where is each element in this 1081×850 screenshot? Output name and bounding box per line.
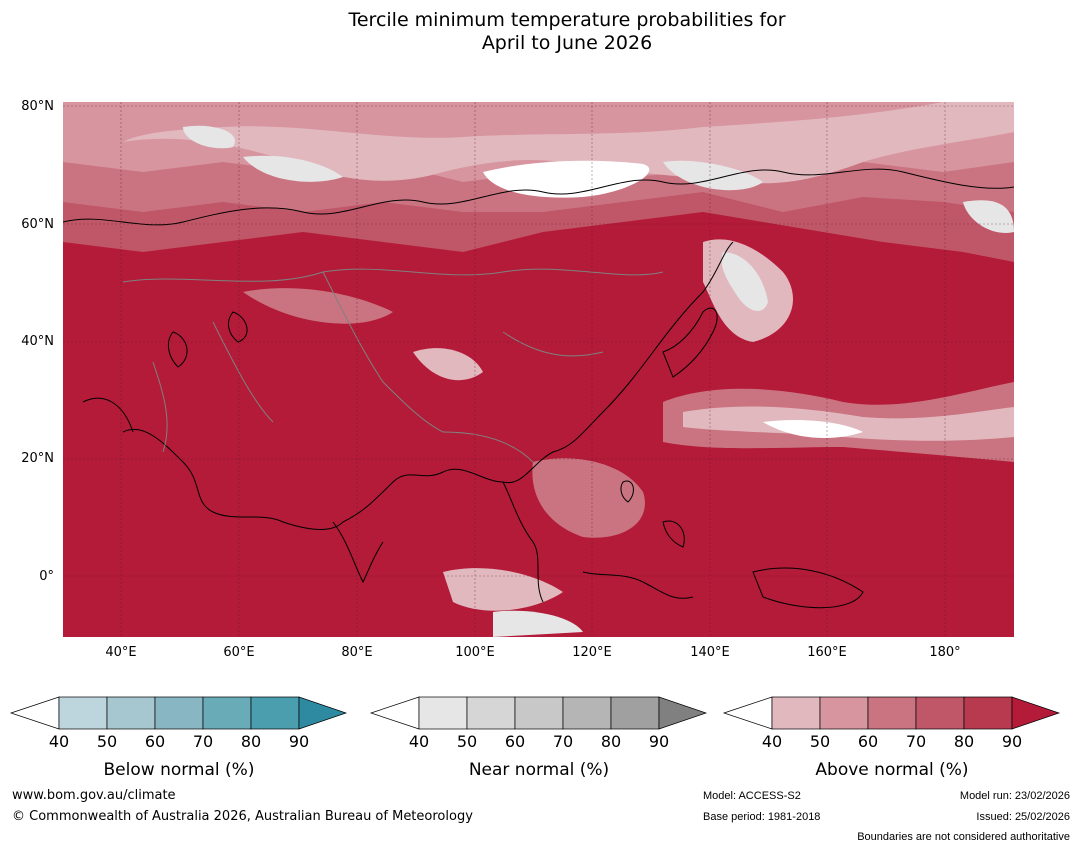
above-tick-60: 60 bbox=[857, 732, 879, 751]
near-tick-40: 40 bbox=[408, 732, 430, 751]
above-colorbar-segment-6 bbox=[1011, 696, 1061, 730]
lat-label-20n: 20°N bbox=[21, 451, 54, 466]
near-colorbar-segment-1 bbox=[418, 696, 468, 730]
lon-label-140e: 140°E bbox=[690, 645, 730, 660]
near-colorbar-segment-2 bbox=[466, 696, 516, 730]
lat-label-80n: 80°N bbox=[21, 99, 54, 114]
below-tick-50: 50 bbox=[96, 732, 118, 751]
probability-map bbox=[63, 102, 1014, 637]
lat-label-60n: 60°N bbox=[21, 217, 54, 232]
above-colorbar-segment-2 bbox=[819, 696, 869, 730]
below-tick-80: 80 bbox=[240, 732, 262, 751]
above-tick-90: 90 bbox=[1001, 732, 1023, 751]
above-tick-80: 80 bbox=[953, 732, 975, 751]
map-title-line1: Tercile minimum temperature probabilitie… bbox=[348, 9, 786, 31]
below-colorbar-segment-6 bbox=[298, 696, 348, 730]
disclaimer-text: Boundaries are not considered authoritat… bbox=[857, 831, 1070, 843]
above-normal-label: Above normal (%) bbox=[815, 760, 969, 780]
above-tick-50: 50 bbox=[809, 732, 831, 751]
above-colorbar-segment-3 bbox=[867, 696, 917, 730]
lat-label-40n: 40°N bbox=[21, 334, 54, 349]
colorbar-near bbox=[369, 696, 708, 730]
near-tick-90: 90 bbox=[648, 732, 670, 751]
copyright-text: © Commonwealth of Australia 2026, Austra… bbox=[12, 809, 473, 824]
near-normal-label: Near normal (%) bbox=[468, 760, 610, 780]
map-svg bbox=[63, 102, 1014, 637]
lon-label-180: 180° bbox=[929, 645, 961, 660]
colorbar-below bbox=[9, 696, 348, 730]
below-colorbar-segment-2 bbox=[106, 696, 156, 730]
above-tick-40: 40 bbox=[761, 732, 783, 751]
near-tick-70: 70 bbox=[552, 732, 574, 751]
base-period-text: Base period: 1981-2018 bbox=[703, 811, 821, 823]
below-colorbar-segment-3 bbox=[154, 696, 204, 730]
colorbar-above bbox=[722, 696, 1061, 730]
below-tick-60: 60 bbox=[144, 732, 166, 751]
below-colorbar-segment-5 bbox=[250, 696, 300, 730]
near-colorbar-segment-5 bbox=[610, 696, 660, 730]
map-title: Tercile minimum temperature probabilitie… bbox=[0, 9, 1081, 55]
below-tick-40: 40 bbox=[48, 732, 70, 751]
map-title-line2: April to June 2026 bbox=[481, 32, 653, 54]
issued-text: Issued: 25/02/2026 bbox=[976, 811, 1070, 823]
below-colorbar-segment-0 bbox=[9, 696, 60, 730]
colorbar-near-svg bbox=[369, 696, 708, 730]
near-tick-50: 50 bbox=[456, 732, 478, 751]
near-colorbar-segment-3 bbox=[514, 696, 564, 730]
above-colorbar-segment-1 bbox=[771, 696, 821, 730]
lon-label-160e: 160°E bbox=[807, 645, 847, 660]
above-colorbar-segment-0 bbox=[722, 696, 773, 730]
lon-label-100e: 100°E bbox=[455, 645, 495, 660]
above-colorbar-segment-5 bbox=[963, 696, 1013, 730]
above-tick-70: 70 bbox=[905, 732, 927, 751]
near-colorbar-segment-0 bbox=[369, 696, 420, 730]
lat-label-0: 0° bbox=[39, 569, 54, 584]
lon-label-40e: 40°E bbox=[105, 645, 137, 660]
model-text: Model: ACCESS-S2 bbox=[703, 790, 801, 802]
near-colorbar-segment-6 bbox=[658, 696, 708, 730]
model-run-text: Model run: 23/02/2026 bbox=[959, 790, 1070, 802]
near-colorbar-segment-4 bbox=[562, 696, 612, 730]
website-link[interactable]: www.bom.gov.au/climate bbox=[12, 788, 176, 803]
colorbar-below-svg bbox=[9, 696, 348, 730]
colorbar-above-svg bbox=[722, 696, 1061, 730]
near-tick-80: 80 bbox=[600, 732, 622, 751]
below-colorbar-segment-1 bbox=[58, 696, 108, 730]
lon-label-80e: 80°E bbox=[341, 645, 373, 660]
lon-label-60e: 60°E bbox=[223, 645, 255, 660]
below-tick-90: 90 bbox=[288, 732, 310, 751]
near-tick-60: 60 bbox=[504, 732, 526, 751]
below-colorbar-segment-4 bbox=[202, 696, 252, 730]
below-normal-label: Below normal (%) bbox=[103, 760, 255, 780]
lon-label-120e: 120°E bbox=[572, 645, 612, 660]
above-colorbar-segment-4 bbox=[915, 696, 965, 730]
below-tick-70: 70 bbox=[192, 732, 214, 751]
